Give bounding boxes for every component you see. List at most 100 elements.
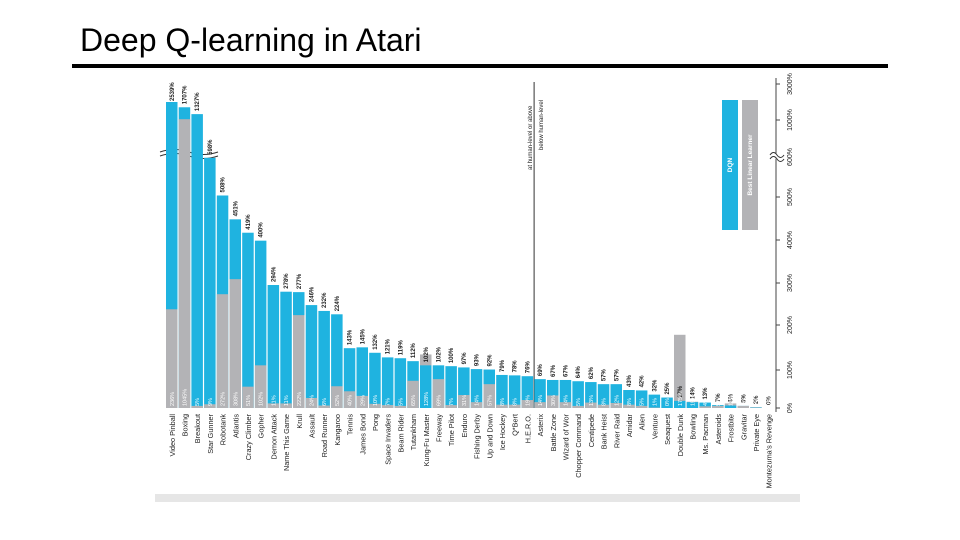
category-label: Up and Down: [485, 414, 494, 458]
linear-bar: [610, 402, 622, 408]
dqn-bar: [724, 405, 737, 408]
dqn-bar: [318, 310, 330, 408]
category-label: Asteroids: [714, 414, 723, 445]
dqn-value-label: 143%: [348, 329, 354, 345]
dqn-bar: [635, 390, 648, 408]
linear-value-label: 15%: [690, 395, 696, 406]
reference-label-above: at human-level or above: [528, 105, 534, 170]
linear-value-label: 52%: [335, 395, 341, 406]
dqn-value-label: 13%: [703, 387, 709, 400]
dqn-bar: [394, 358, 407, 408]
linear-value-label: 128%: [424, 392, 430, 406]
linear-value-label: 12%: [614, 395, 620, 406]
dqn-value-label: 67%: [563, 364, 569, 377]
dqn-value-label: 25%: [665, 382, 671, 395]
dqn-value-label: 0%: [767, 396, 773, 405]
y-tick-label: 400%: [787, 231, 794, 249]
dqn-value-label: 508%: [221, 176, 227, 192]
dqn-bar: [331, 314, 343, 408]
dqn-value-label: 17%: [678, 385, 684, 398]
linear-bar: [178, 119, 191, 408]
dqn-bar: [534, 379, 546, 408]
labels-group: at human-level or above below human-level…: [168, 82, 774, 489]
dqn-value-label: 93%: [475, 353, 481, 366]
linear-bar: [293, 315, 305, 408]
linear-bar: [166, 309, 178, 408]
linear-value-label: 31%: [462, 395, 468, 406]
dqn-value-label: 57%: [602, 368, 608, 381]
category-label: Wizard of Wor: [561, 413, 570, 460]
linear-bar: [559, 402, 572, 408]
dqn-value-label: 246%: [309, 286, 315, 302]
linear-value-label: 6%: [322, 398, 328, 406]
linear-bar: [280, 403, 292, 408]
linear-bar: [496, 404, 508, 408]
legend-label: Best Linear Learner: [747, 134, 754, 196]
category-label: Gopher: [257, 413, 266, 438]
dqn-value-label: 2%: [754, 395, 760, 404]
linear-value-label: 14%: [538, 395, 544, 406]
y-tick-label: 100%: [787, 361, 794, 379]
dqn-bar: [458, 367, 470, 408]
linear-bar: [712, 405, 724, 408]
linear-value-label: 11%: [729, 395, 735, 406]
dqn-bar: [521, 376, 534, 408]
linear-bar: [229, 279, 241, 408]
category-label: Ms. Pacman: [701, 414, 710, 455]
category-label: Kangaroo: [333, 414, 342, 446]
legend-swatch: [742, 100, 758, 230]
dqn-bar: [420, 365, 432, 408]
linear-bar: [381, 405, 394, 408]
linear-value-label: 0%: [665, 398, 671, 406]
linear-value-label: 1045%: [182, 389, 188, 406]
category-label: Enduro: [460, 414, 469, 438]
linear-value-label: 8%: [513, 398, 519, 406]
linear-bar: [508, 404, 521, 408]
dqn-bar: [369, 352, 381, 408]
y-tick-label: 0%: [787, 403, 794, 413]
linear-value-label: 11%: [284, 395, 290, 406]
dqn-bar: [674, 400, 686, 408]
linear-bar: [204, 404, 216, 408]
y-tick-label: 500%: [787, 188, 794, 206]
y-tick-label: 300%: [787, 274, 794, 292]
linear-bar: [369, 403, 381, 408]
linear-value-label: 236%: [170, 392, 176, 406]
category-label: Private Eye: [752, 414, 761, 451]
dqn-bar: [585, 382, 597, 408]
linear-value-label: 272%: [221, 392, 227, 406]
linear-value-label: 10%: [373, 395, 379, 406]
category-label: Q*Bert: [511, 414, 520, 436]
dqn-value-label: 78%: [513, 360, 519, 373]
dqn-bar: [686, 402, 699, 408]
dqn-value-label: 132%: [373, 334, 379, 350]
linear-bar: [331, 386, 343, 408]
dqn-bar: [267, 285, 280, 408]
dqn-bar: [559, 379, 572, 408]
linear-bar: [547, 395, 559, 408]
dqn-value-label: 400%: [259, 222, 265, 238]
dqn-bar: [597, 384, 610, 408]
linear-value-label: 30%: [551, 395, 557, 406]
linear-bar: [343, 391, 356, 408]
linear-value-label: 0%: [767, 398, 773, 406]
linear-value-label: 102%: [259, 392, 265, 406]
dqn-value-label: 1327%: [195, 92, 201, 111]
linear-value-label: 5%: [398, 398, 404, 406]
y-tick-label: 3000%: [787, 73, 794, 95]
category-label: Kung-Fu Master: [422, 413, 431, 466]
linear-bar: [432, 379, 445, 408]
dqn-value-label: 278%: [284, 273, 290, 289]
linear-bar: [267, 403, 280, 408]
linear-bar: [572, 405, 584, 408]
linear-value-label: 13%: [589, 395, 595, 406]
dqn-value-label: 69%: [538, 363, 544, 376]
dqn-bar: [280, 291, 292, 408]
category-label: Tennis: [346, 414, 355, 435]
linear-value-label: 175%: [678, 392, 684, 406]
category-label: Bowling: [688, 414, 697, 440]
y-tick-label: 200%: [787, 316, 794, 334]
dqn-value-label: 32%: [652, 379, 658, 392]
linear-bar: [216, 294, 229, 408]
